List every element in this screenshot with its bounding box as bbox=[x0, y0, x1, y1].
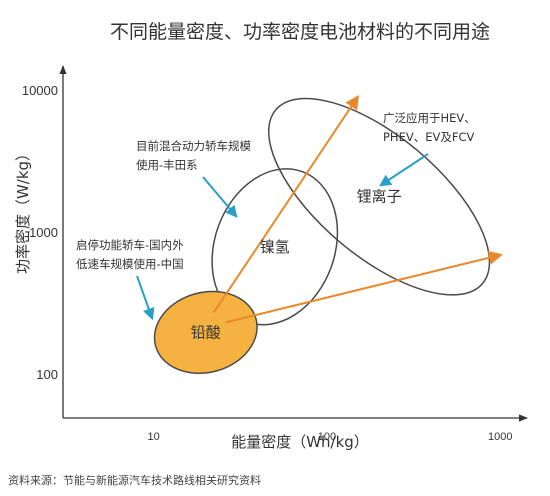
trend-arrow bbox=[212, 94, 360, 313]
annotation-line: 广泛应用于HEV、 bbox=[383, 111, 476, 125]
region-label-lithium-ion: 锂离子 bbox=[357, 188, 402, 206]
x-tick-label: 100 bbox=[318, 431, 336, 443]
annotation-line: 目前混合动力轿车规模 bbox=[136, 139, 251, 153]
annotation-lead-acid: 启停功能轿车-国内外 低速车规模使用-中国 bbox=[76, 238, 184, 321]
y-tick-label: 100 bbox=[36, 367, 58, 382]
x-tick-label: 1000 bbox=[488, 431, 512, 443]
annotation-lithium-ion: 广泛应用于HEV、 PHEV、EV及FCV bbox=[378, 111, 476, 187]
y-tick-label: 1000 bbox=[29, 225, 58, 240]
annotation-line: PHEV、EV及FCV bbox=[383, 130, 474, 144]
region-lead-acid bbox=[153, 290, 258, 375]
annotation-line: 启停功能轿车-国内外 bbox=[76, 238, 184, 252]
region-label-lead-acid: 铅酸 bbox=[191, 323, 221, 341]
annotation-arrow bbox=[202, 176, 238, 218]
region-label-nimh: 镍氢 bbox=[260, 238, 290, 256]
annotation-arrow bbox=[378, 153, 429, 187]
y-axis-label: 功率密度（W/kg） bbox=[14, 146, 32, 274]
region-lithium-ion bbox=[267, 97, 491, 296]
annotation-line: 低速车规模使用-中国 bbox=[76, 257, 184, 271]
x-axis-label: 能量密度（Wh/kg） bbox=[231, 433, 369, 451]
axes bbox=[59, 65, 528, 422]
trend-arrow bbox=[225, 250, 503, 324]
x-tick-label: 10 bbox=[147, 431, 159, 443]
annotation-line: 使用-丰田系 bbox=[136, 158, 198, 172]
chart-title: 不同能量密度、功率密度电池材料的不同用途 bbox=[110, 21, 490, 43]
y-tick-label: 10000 bbox=[22, 83, 58, 98]
annotation-nimh: 目前混合动力轿车规模 使用-丰田系 bbox=[136, 139, 251, 218]
annotation-arrow bbox=[136, 275, 155, 321]
source-note: 资料来源：节能与新能源汽车技术路线相关研究资料 bbox=[8, 473, 261, 487]
